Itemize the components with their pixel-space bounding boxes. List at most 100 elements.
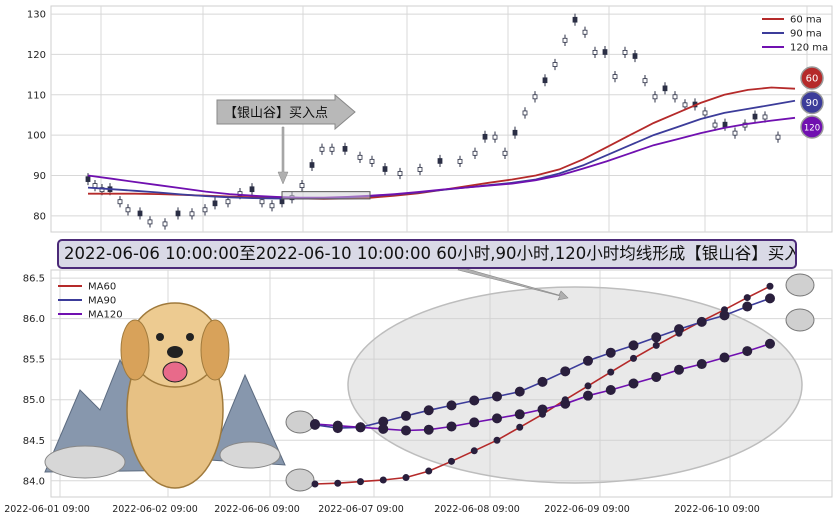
legend-label: 120 ma (790, 43, 828, 54)
candle-body (319, 146, 325, 152)
data-point-MA120 (674, 364, 684, 375)
data-point-MA90 (537, 376, 548, 387)
data-point-MA60 (584, 382, 592, 390)
candle-body (125, 207, 131, 213)
candle-body (602, 49, 608, 55)
candle-body (712, 122, 718, 128)
y-tick-label: 84.0 (23, 476, 45, 487)
data-point-MA120 (537, 404, 548, 415)
candle-body (175, 210, 181, 217)
candle-body (99, 187, 105, 193)
candle-body (492, 134, 498, 140)
data-point-MA90 (605, 347, 616, 358)
data-point-MA60 (448, 457, 455, 465)
candle-body (732, 130, 738, 136)
y-tick-label: 80 (33, 211, 46, 222)
y-tick-label: 100 (27, 131, 46, 142)
data-point-MA120 (742, 346, 753, 357)
data-point-MA90 (583, 355, 593, 366)
y-tick-label: 86.0 (23, 314, 45, 325)
y-tick-label: 110 (27, 90, 46, 101)
candle-body (522, 110, 528, 116)
signal-badge-label: 120 (804, 124, 820, 134)
data-point-MA60 (470, 447, 478, 455)
data-point-MA120 (583, 390, 593, 401)
annotation-label: 【银山谷】买入点 (224, 106, 328, 121)
candle-body (342, 146, 348, 152)
y-tick-label: 120 (27, 50, 46, 61)
legend-label: 90 ma (790, 29, 822, 40)
highlight-ellipse (347, 286, 803, 484)
candle-body (92, 183, 98, 189)
candle-body (532, 94, 538, 100)
data-point-MA60 (516, 423, 524, 431)
candle-body (512, 129, 518, 136)
candle-body (279, 198, 285, 205)
ma-line-chart: 2022-06-01 09:00 2022-06-02 09:00 2022-06-… (4, 266, 833, 515)
candle-body (309, 162, 315, 168)
silver-ingot-small (285, 410, 315, 434)
candle-body (652, 94, 658, 100)
data-point-MA90 (719, 310, 730, 321)
data-point-MA120 (310, 419, 320, 430)
data-point-MA120 (765, 338, 775, 349)
silver-ingot-small (785, 273, 815, 297)
candle-body (542, 77, 548, 84)
data-point-MA60 (379, 476, 387, 484)
silver-ingot-small (285, 468, 315, 492)
candle-body (612, 74, 618, 80)
silver-ingot-small (785, 308, 815, 332)
data-point-MA60 (402, 474, 410, 482)
data-point-MA120 (560, 398, 571, 409)
data-point-MA120 (469, 417, 480, 428)
plot-area (50, 5, 833, 233)
data-point-MA120 (651, 372, 662, 383)
data-point-MA90 (492, 391, 502, 402)
legend-label: MA120 (88, 310, 123, 321)
dog-ear (120, 319, 150, 381)
dog-tongue (162, 361, 188, 383)
data-point-MA90 (651, 332, 662, 343)
candle-body (85, 176, 91, 182)
candle-body (249, 186, 255, 193)
decorative-illustration (44, 273, 815, 492)
x-tick-label: 2022-06-06 09:00 (214, 504, 300, 515)
y-tick-label: 86.5 (23, 274, 45, 285)
silver-valley-box (281, 191, 371, 200)
data-point-MA60 (334, 479, 342, 487)
legend-label: MA90 (88, 296, 116, 307)
data-point-MA90 (696, 316, 707, 327)
annotation-down-arrow (277, 126, 289, 185)
data-point-MA120 (719, 352, 730, 363)
signal-badge-label: 60 (806, 74, 819, 85)
data-point-MA120 (401, 425, 411, 436)
data-point-MA60 (607, 368, 615, 376)
x-tick-label: 2022-06-01 09:00 (4, 504, 90, 515)
x-tick-label: 2022-06-09 09:00 (544, 504, 630, 515)
candle-body (369, 158, 375, 164)
candle-body (775, 134, 781, 140)
data-point-MA90 (401, 410, 411, 421)
candle-body (582, 29, 588, 35)
data-point-MA120 (423, 424, 434, 435)
candle-body (259, 199, 265, 205)
candle-body (682, 102, 688, 108)
legend-label: MA60 (88, 282, 116, 293)
data-point-MA120 (355, 422, 366, 433)
data-point-MA120 (514, 409, 525, 420)
candle-body (552, 62, 558, 67)
candle-body (417, 167, 423, 172)
data-point-MA60 (425, 467, 433, 475)
candle-body (502, 150, 508, 156)
data-point-MA60 (311, 480, 319, 488)
data-point-MA120 (696, 359, 707, 370)
data-point-MA90 (446, 400, 457, 411)
candle-body (162, 221, 168, 227)
candle-body (137, 210, 143, 217)
banner-pointer-arrow (457, 266, 569, 301)
ma-line-120-ma (87, 116, 796, 199)
candle-body (702, 110, 708, 116)
candle-body (672, 94, 678, 100)
silver-ingot (44, 445, 126, 479)
data-point-MA60 (652, 341, 660, 349)
